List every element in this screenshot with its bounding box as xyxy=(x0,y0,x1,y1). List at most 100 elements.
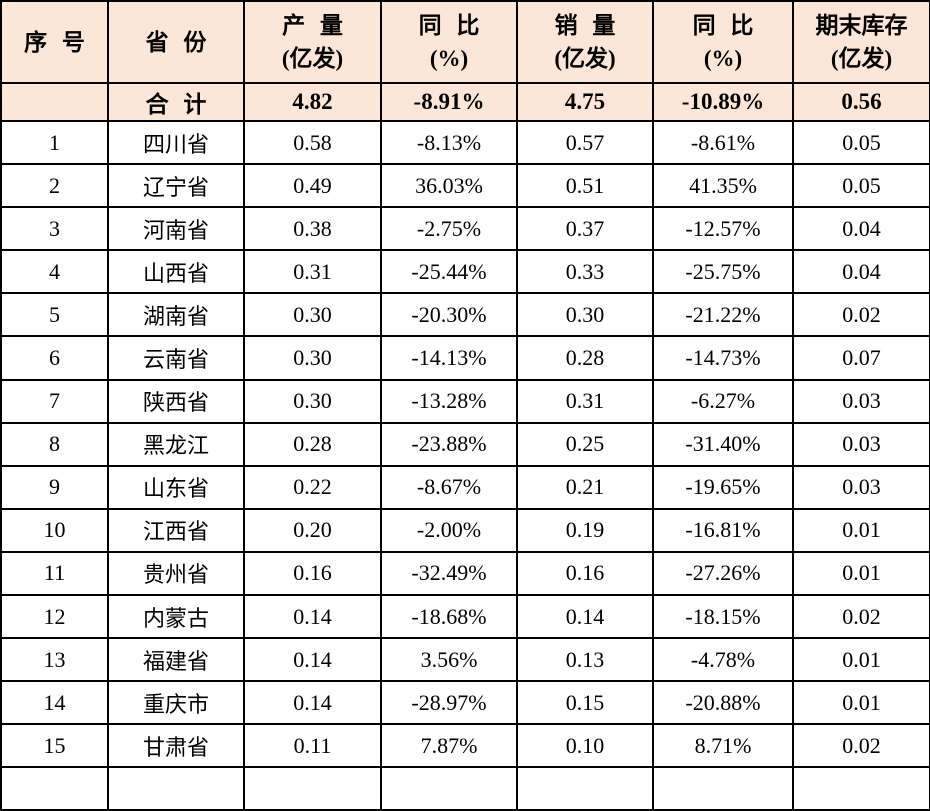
table-row-4-cell-sales: 0.33 xyxy=(516,249,654,295)
table-row-9-cell-province: 山东省 xyxy=(107,464,245,510)
table-row-14-cell-sales: 0.15 xyxy=(516,680,654,726)
table-body: 合 计 4.82 -8.91% 4.75 -10.89% 0.56 1 四川省 0.58 -8.1… xyxy=(0,82,930,811)
table-row-4-cell-sales-yoy: -25.75% xyxy=(652,249,794,295)
table-row-5-cell-sales-yoy: -21.22% xyxy=(652,292,794,338)
table-row-3-cell-inventory: 0.04 xyxy=(792,206,930,252)
table-row-7: 7 陕西省 0.30 -13.28% 0.31 -6.27% 0.03 xyxy=(0,378,930,424)
table-row-1-cell-production-yoy: -8.13% xyxy=(380,119,518,166)
table-row-partial-cell-inventory xyxy=(792,766,930,811)
table-row-13-cell-sales: 0.13 xyxy=(516,637,654,683)
table-row-partial-cell-province xyxy=(107,766,245,811)
table-row-2-cell-inventory: 0.05 xyxy=(792,163,930,209)
table-row-11-cell-index: 11 xyxy=(0,550,109,597)
table-row-6-cell-production: 0.30 xyxy=(243,335,382,381)
table-row-13: 13 福建省 0.14 3.56% 0.13 -4.78% 0.01 xyxy=(0,637,930,683)
table-row-partial-cell-sales-yoy xyxy=(652,766,794,811)
table-row-4-cell-province: 山西省 xyxy=(107,249,245,295)
col-header-sales-line1: 销 量 xyxy=(554,13,616,38)
table-row-14: 14 重庆市 0.14 -28.97% 0.15 -20.88% 0.01 xyxy=(0,680,930,726)
table-row-2-cell-province: 辽宁省 xyxy=(107,163,245,209)
table-row-13-cell-production: 0.14 xyxy=(243,637,382,683)
table-row-15-cell-sales-yoy: 8.71% xyxy=(652,723,794,769)
total-row-cell-production-yoy: -8.91% xyxy=(380,82,518,122)
table-row-12-cell-inventory: 0.02 xyxy=(792,594,930,640)
col-header-sales-line2: (亿发) xyxy=(554,46,616,71)
table-row-8: 8 黑龙江 0.28 -23.88% 0.25 -31.40% 0.03 xyxy=(0,421,930,467)
table-row-partial-cell-sales xyxy=(516,766,654,811)
table-row-11-cell-province: 贵州省 xyxy=(107,550,245,597)
table-row-13-cell-production-yoy: 3.56% xyxy=(380,637,518,683)
table-row-7-cell-production-yoy: -13.28% xyxy=(380,378,518,424)
table-row-5-cell-index: 5 xyxy=(0,292,109,338)
col-header-production-line1: 产 量 xyxy=(282,13,343,38)
table-row-3-cell-sales-yoy: -12.57% xyxy=(652,206,794,252)
table-row-8-cell-production: 0.28 xyxy=(243,421,382,467)
table-row-6-cell-inventory: 0.07 xyxy=(792,335,930,381)
table-row-2-cell-production-yoy: 36.03% xyxy=(380,163,518,209)
table-row-3: 3 河南省 0.38 -2.75% 0.37 -12.57% 0.04 xyxy=(0,206,930,252)
total-row-cell-province: 合 计 xyxy=(107,82,245,122)
table-row-11-cell-production-yoy: -32.49% xyxy=(380,550,518,597)
table-row-14-cell-production: 0.14 xyxy=(243,680,382,726)
col-header-index: 序 号 xyxy=(0,0,109,84)
table-row-10-cell-production: 0.20 xyxy=(243,507,382,553)
col-header-production-yoy: 同 比 (%) xyxy=(380,0,518,84)
table-row-9-cell-index: 9 xyxy=(0,464,109,510)
table-row-5: 5 湖南省 0.30 -20.30% 0.30 -21.22% 0.02 xyxy=(0,292,930,338)
table-row-10: 10 江西省 0.20 -2.00% 0.19 -16.81% 0.01 xyxy=(0,507,930,553)
table-row-9-cell-sales-yoy: -19.65% xyxy=(652,464,794,510)
table-row-6-cell-production-yoy: -14.13% xyxy=(380,335,518,381)
table-row-9-cell-sales: 0.21 xyxy=(516,464,654,510)
table-row-5-cell-sales: 0.30 xyxy=(516,292,654,338)
table-row-7-cell-sales: 0.31 xyxy=(516,378,654,424)
table-row-11-cell-sales: 0.16 xyxy=(516,550,654,597)
table-row-8-cell-sales: 0.25 xyxy=(516,421,654,467)
table-row-10-cell-production-yoy: -2.00% xyxy=(380,507,518,553)
table-row-6-cell-sales: 0.28 xyxy=(516,335,654,381)
table-row-15-cell-inventory: 0.02 xyxy=(792,723,930,769)
table-row-7-cell-sales-yoy: -6.27% xyxy=(652,378,794,424)
table-row-3-cell-production-yoy: -2.75% xyxy=(380,206,518,252)
table-row-3-cell-index: 3 xyxy=(0,206,109,252)
table-row-10-cell-sales-yoy: -16.81% xyxy=(652,507,794,553)
table-row-6-cell-province: 云南省 xyxy=(107,335,245,381)
table-row-partial-cell-production-yoy xyxy=(380,766,518,811)
table-row-6-cell-index: 6 xyxy=(0,335,109,381)
table-row-14-cell-production-yoy: -28.97% xyxy=(380,680,518,726)
table-row-12: 12 内蒙古 0.14 -18.68% 0.14 -18.15% 0.02 xyxy=(0,594,930,640)
table-row-13-cell-sales-yoy: -4.78% xyxy=(652,637,794,683)
table-row-9-cell-inventory: 0.03 xyxy=(792,464,930,510)
table-row-4-cell-inventory: 0.04 xyxy=(792,249,930,295)
table-row-9-cell-production: 0.22 xyxy=(243,464,382,510)
col-header-ending-inventory: 期末库存 (亿发) xyxy=(792,0,930,84)
col-header-ending-inventory-line2: (亿发) xyxy=(830,46,893,71)
col-header-sales-yoy-line1: 同 比 xyxy=(692,13,754,38)
table-row-4-cell-index: 4 xyxy=(0,249,109,295)
table-row-2-cell-production: 0.49 xyxy=(243,163,382,209)
table-row-11: 11 贵州省 0.16 -32.49% 0.16 -27.26% 0.01 xyxy=(0,550,930,597)
col-header-production-yoy-line1: 同 比 xyxy=(418,13,480,38)
table-row-11-cell-production: 0.16 xyxy=(243,550,382,597)
table-row-8-cell-province: 黑龙江 xyxy=(107,421,245,467)
table-row-10-cell-province: 江西省 xyxy=(107,507,245,553)
table-row-3-cell-sales: 0.37 xyxy=(516,206,654,252)
table-row-1-cell-production: 0.58 xyxy=(243,119,382,166)
table-row-2-cell-sales-yoy: 41.35% xyxy=(652,163,794,209)
table-row-13-cell-province: 福建省 xyxy=(107,637,245,683)
table-row-15-cell-province: 甘肃省 xyxy=(107,723,245,769)
table-row-12-cell-production-yoy: -18.68% xyxy=(380,594,518,640)
table-row-7-cell-province: 陕西省 xyxy=(107,378,245,424)
table-row-2-cell-sales: 0.51 xyxy=(516,163,654,209)
table-row-11-cell-sales-yoy: -27.26% xyxy=(652,550,794,597)
col-header-index-line1: 序 号 xyxy=(24,29,85,55)
table-row-1-cell-sales: 0.57 xyxy=(516,119,654,166)
table-row-4: 4 山西省 0.31 -25.44% 0.33 -25.75% 0.04 xyxy=(0,249,930,295)
table-row-13-cell-index: 13 xyxy=(0,637,109,683)
table-row-15: 15 甘肃省 0.11 7.87% 0.10 8.71% 0.02 xyxy=(0,723,930,769)
col-header-production: 产 量 (亿发) xyxy=(243,0,382,84)
table-row-1-cell-index: 1 xyxy=(0,119,109,166)
total-row-cell-production: 4.82 xyxy=(243,82,382,122)
table-row-8-cell-production-yoy: -23.88% xyxy=(380,421,518,467)
table-header-row: 序 号 省 份 产 量 (亿发) 同 比 (%) 销 量 (亿发) 同 比 (% xyxy=(0,0,930,84)
table-row-12-cell-sales-yoy: -18.15% xyxy=(652,594,794,640)
